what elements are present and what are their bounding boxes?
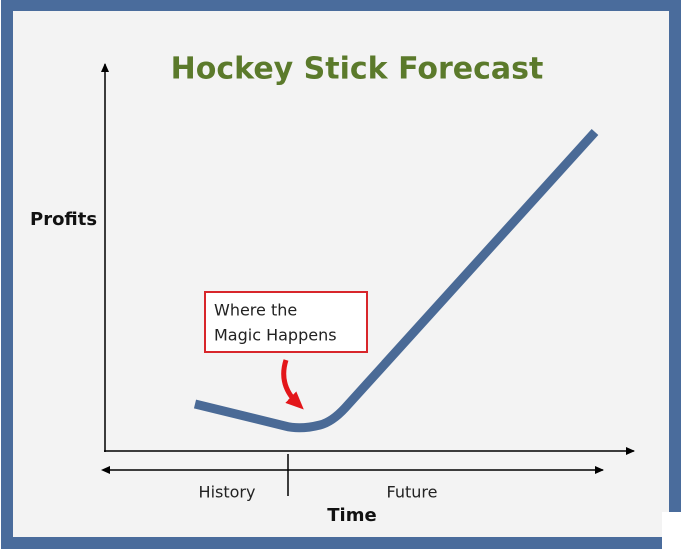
forecast-curve (193, 128, 599, 433)
title: Hockey Stick Forecast (171, 52, 544, 87)
period-label: Future (387, 483, 438, 502)
frame-notch (662, 512, 682, 552)
annotation-arrow (281, 359, 304, 410)
y-axis-label: Profits (30, 209, 97, 230)
x-axis-label: Time (327, 505, 376, 526)
annotation-box (204, 291, 368, 353)
annotation-line: Magic Happens (214, 326, 337, 345)
period-label: History (199, 483, 256, 502)
annotation-line: Where the (214, 301, 297, 320)
